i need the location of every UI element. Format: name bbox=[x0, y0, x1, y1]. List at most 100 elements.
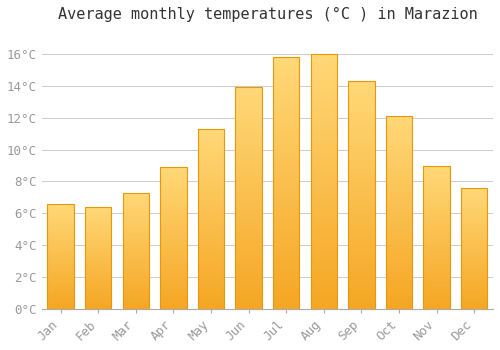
Bar bbox=[198, 224, 224, 226]
Bar bbox=[85, 268, 112, 269]
Bar bbox=[85, 282, 112, 284]
Bar bbox=[122, 196, 149, 197]
Bar bbox=[160, 184, 186, 186]
Bar bbox=[85, 245, 112, 246]
Bar bbox=[273, 128, 299, 130]
Bar bbox=[85, 300, 112, 301]
Bar bbox=[273, 291, 299, 294]
Bar bbox=[386, 253, 412, 255]
Bar bbox=[122, 294, 149, 295]
Bar bbox=[122, 244, 149, 245]
Bar bbox=[273, 218, 299, 221]
Bar bbox=[198, 174, 224, 176]
Bar bbox=[386, 268, 412, 270]
Bar bbox=[198, 260, 224, 262]
Bar bbox=[273, 206, 299, 208]
Bar bbox=[461, 207, 487, 208]
Bar bbox=[310, 123, 337, 125]
Bar bbox=[310, 92, 337, 95]
Bar bbox=[348, 140, 374, 142]
Bar bbox=[386, 149, 412, 151]
Bar bbox=[198, 145, 224, 147]
Bar bbox=[122, 299, 149, 300]
Bar bbox=[273, 231, 299, 233]
Bar bbox=[386, 147, 412, 149]
Bar bbox=[424, 203, 450, 204]
Bar bbox=[424, 177, 450, 178]
Bar bbox=[310, 161, 337, 163]
Bar bbox=[160, 261, 186, 262]
Bar bbox=[85, 260, 112, 261]
Bar bbox=[424, 223, 450, 224]
Bar bbox=[461, 294, 487, 296]
Bar bbox=[386, 238, 412, 239]
Bar bbox=[461, 256, 487, 257]
Bar bbox=[160, 259, 186, 261]
Bar bbox=[160, 292, 186, 293]
Bar bbox=[236, 287, 262, 289]
Bar bbox=[236, 273, 262, 276]
Bar bbox=[386, 120, 412, 122]
Bar bbox=[236, 253, 262, 256]
Bar bbox=[348, 304, 374, 307]
Bar bbox=[48, 224, 74, 225]
Bar bbox=[273, 304, 299, 306]
Bar bbox=[160, 273, 186, 275]
Bar bbox=[310, 232, 337, 235]
Bar bbox=[236, 161, 262, 163]
Bar bbox=[348, 106, 374, 108]
Bar bbox=[386, 160, 412, 162]
Bar bbox=[310, 207, 337, 210]
Bar bbox=[386, 205, 412, 207]
Bar bbox=[48, 237, 74, 238]
Bar bbox=[348, 122, 374, 124]
Bar bbox=[48, 218, 74, 219]
Bar bbox=[160, 207, 186, 208]
Bar bbox=[160, 242, 186, 244]
Bar bbox=[198, 210, 224, 212]
Bar bbox=[273, 256, 299, 259]
Bar bbox=[198, 187, 224, 188]
Bar bbox=[348, 279, 374, 282]
Bar bbox=[461, 276, 487, 278]
Bar bbox=[461, 222, 487, 223]
Bar bbox=[386, 282, 412, 284]
Bar bbox=[273, 188, 299, 191]
Bar bbox=[461, 305, 487, 307]
Bar bbox=[424, 290, 450, 292]
Bar bbox=[236, 291, 262, 293]
Bar bbox=[310, 107, 337, 110]
Bar bbox=[273, 130, 299, 133]
Bar bbox=[348, 124, 374, 127]
Bar bbox=[273, 77, 299, 80]
Bar bbox=[424, 184, 450, 186]
Bar bbox=[198, 219, 224, 221]
Bar bbox=[85, 253, 112, 254]
Bar bbox=[424, 303, 450, 304]
Bar bbox=[386, 126, 412, 128]
Bar bbox=[310, 174, 337, 176]
Bar bbox=[122, 267, 149, 268]
Bar bbox=[273, 208, 299, 211]
Bar bbox=[160, 237, 186, 238]
Bar bbox=[122, 193, 149, 309]
Bar bbox=[236, 249, 262, 251]
Bar bbox=[85, 224, 112, 225]
Bar bbox=[160, 232, 186, 234]
Bar bbox=[310, 273, 337, 276]
Bar bbox=[424, 283, 450, 285]
Bar bbox=[236, 145, 262, 147]
Bar bbox=[273, 261, 299, 264]
Bar bbox=[85, 248, 112, 249]
Bar bbox=[160, 296, 186, 297]
Bar bbox=[273, 241, 299, 244]
Bar bbox=[424, 292, 450, 293]
Bar bbox=[461, 218, 487, 219]
Bar bbox=[461, 307, 487, 308]
Bar bbox=[85, 254, 112, 255]
Bar bbox=[48, 273, 74, 274]
Bar bbox=[236, 233, 262, 236]
Bar bbox=[273, 301, 299, 304]
Bar bbox=[48, 217, 74, 218]
Bar bbox=[273, 103, 299, 105]
